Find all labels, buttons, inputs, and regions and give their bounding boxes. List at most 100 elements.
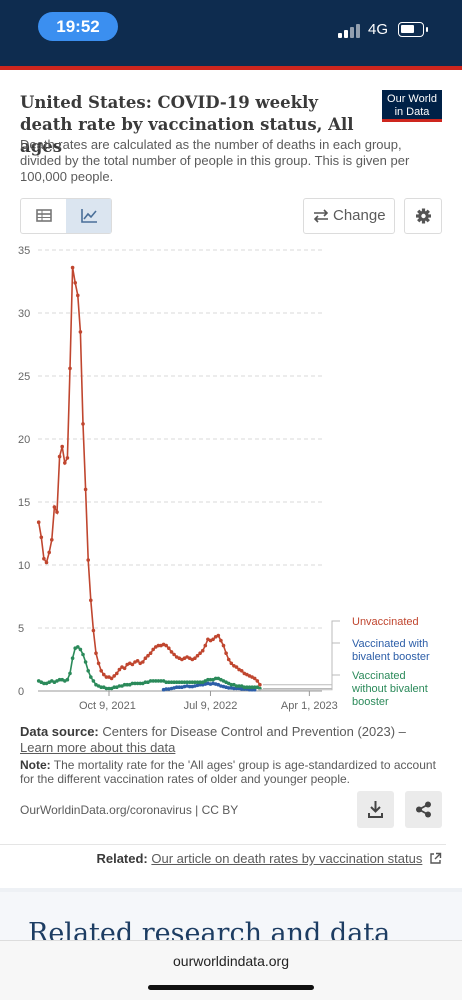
data-point xyxy=(252,676,257,681)
data-point xyxy=(239,669,244,673)
line-chart[interactable]: 0 5 10 15 20 25 30 35 Oct 9, 2021 Jul 9, 2022 Apr … xyxy=(0,238,462,718)
y-tick-label: 5 xyxy=(18,623,24,635)
data-point xyxy=(234,684,239,688)
table-view-button[interactable] xyxy=(21,199,66,233)
learn-more-link[interactable]: Learn more about this data xyxy=(20,740,176,755)
data-point xyxy=(104,675,109,679)
data-point xyxy=(99,685,103,689)
y-tick-label: 20 xyxy=(18,434,30,446)
y-tick-label: 15 xyxy=(18,497,30,509)
view-toggle xyxy=(20,198,112,234)
data-point xyxy=(252,687,257,692)
data-point xyxy=(81,652,85,657)
data-point xyxy=(39,535,44,540)
data-point xyxy=(193,680,197,684)
data-point xyxy=(169,680,174,684)
data-point xyxy=(42,681,46,686)
battery-icon xyxy=(398,22,428,37)
data-point xyxy=(68,671,72,676)
data-point xyxy=(112,685,116,689)
legend-connector xyxy=(257,642,340,691)
data-point xyxy=(174,685,179,689)
settings-button[interactable] xyxy=(404,198,442,234)
legend-label: booster xyxy=(352,696,389,708)
data-point xyxy=(172,680,176,684)
data-point xyxy=(232,686,236,691)
data-point xyxy=(180,680,184,684)
data-point xyxy=(94,651,98,655)
home-indicator xyxy=(148,985,314,990)
y-tick-label: 30 xyxy=(18,308,30,320)
attribution-link[interactable]: OurWorldinData.org/coronavirus | CC BY xyxy=(20,803,239,817)
data-point xyxy=(122,666,127,671)
data-point xyxy=(57,677,62,682)
data-point xyxy=(159,679,163,683)
source-text: Centers for Disease Control and Preventi… xyxy=(102,724,406,739)
data-point xyxy=(55,510,59,514)
data-point xyxy=(219,638,223,643)
data-point xyxy=(57,454,62,459)
data-point xyxy=(151,647,155,652)
data-point xyxy=(50,538,54,542)
data-point xyxy=(156,643,161,648)
data-point xyxy=(250,687,254,692)
data-point xyxy=(164,643,168,648)
x-tick-label: Jul 9, 2022 xyxy=(184,700,238,712)
status-time: 19:52 xyxy=(38,12,118,41)
data-point xyxy=(117,684,122,688)
data-point xyxy=(135,681,140,686)
share-button[interactable] xyxy=(405,791,442,828)
data-point xyxy=(193,656,197,660)
data-point xyxy=(73,281,77,285)
url-text: ourworldindata.org xyxy=(173,953,289,969)
data-point xyxy=(109,676,114,681)
data-point xyxy=(143,656,148,660)
data-point xyxy=(70,656,75,660)
data-point xyxy=(63,461,67,465)
data-point xyxy=(117,667,122,672)
data-point xyxy=(83,487,88,492)
chart-view-button[interactable] xyxy=(66,199,111,233)
y-tick-label: 10 xyxy=(18,560,30,572)
change-entity-button[interactable]: Change xyxy=(303,198,395,234)
data-point xyxy=(195,680,200,684)
data-point xyxy=(122,682,127,687)
legend-label: without bivalent xyxy=(351,683,428,695)
data-point xyxy=(44,681,49,686)
data-point xyxy=(102,672,106,677)
data-point xyxy=(198,651,202,655)
data-point xyxy=(138,681,142,686)
data-point xyxy=(104,686,109,691)
data-point xyxy=(203,643,208,648)
owid-logo[interactable]: Our World in Data xyxy=(382,90,442,122)
data-point xyxy=(125,682,129,687)
download-button[interactable] xyxy=(357,791,394,828)
data-point xyxy=(169,650,174,654)
related-article-link[interactable]: Our article on death rates by vaccinatio… xyxy=(151,851,423,866)
legend-label: bivalent booster xyxy=(352,651,430,663)
related-article: Related: Our article on death rates by v… xyxy=(0,844,446,874)
data-point xyxy=(190,680,195,684)
data-point xyxy=(182,680,187,684)
data-point xyxy=(167,680,171,684)
source-label: Data source: xyxy=(20,724,99,739)
data-point xyxy=(174,680,179,684)
data-point xyxy=(177,680,182,684)
data-point xyxy=(224,651,228,655)
external-link-icon xyxy=(430,852,442,864)
data-point xyxy=(250,685,254,689)
line-chart-icon xyxy=(81,209,97,223)
data-point xyxy=(164,687,168,691)
data-point xyxy=(141,660,145,664)
data-point xyxy=(226,657,231,662)
browser-url-bar[interactable]: ourworldindata.org xyxy=(0,940,462,1000)
note-label: Note: xyxy=(20,758,51,772)
data-point xyxy=(198,682,202,687)
data-point xyxy=(164,680,168,684)
note-text: The mortality rate for the 'All ages' gr… xyxy=(20,758,436,786)
gear-icon xyxy=(416,208,431,224)
data-point xyxy=(135,659,140,663)
data-point xyxy=(187,680,192,684)
data-point xyxy=(195,653,200,658)
data-point xyxy=(200,648,205,653)
